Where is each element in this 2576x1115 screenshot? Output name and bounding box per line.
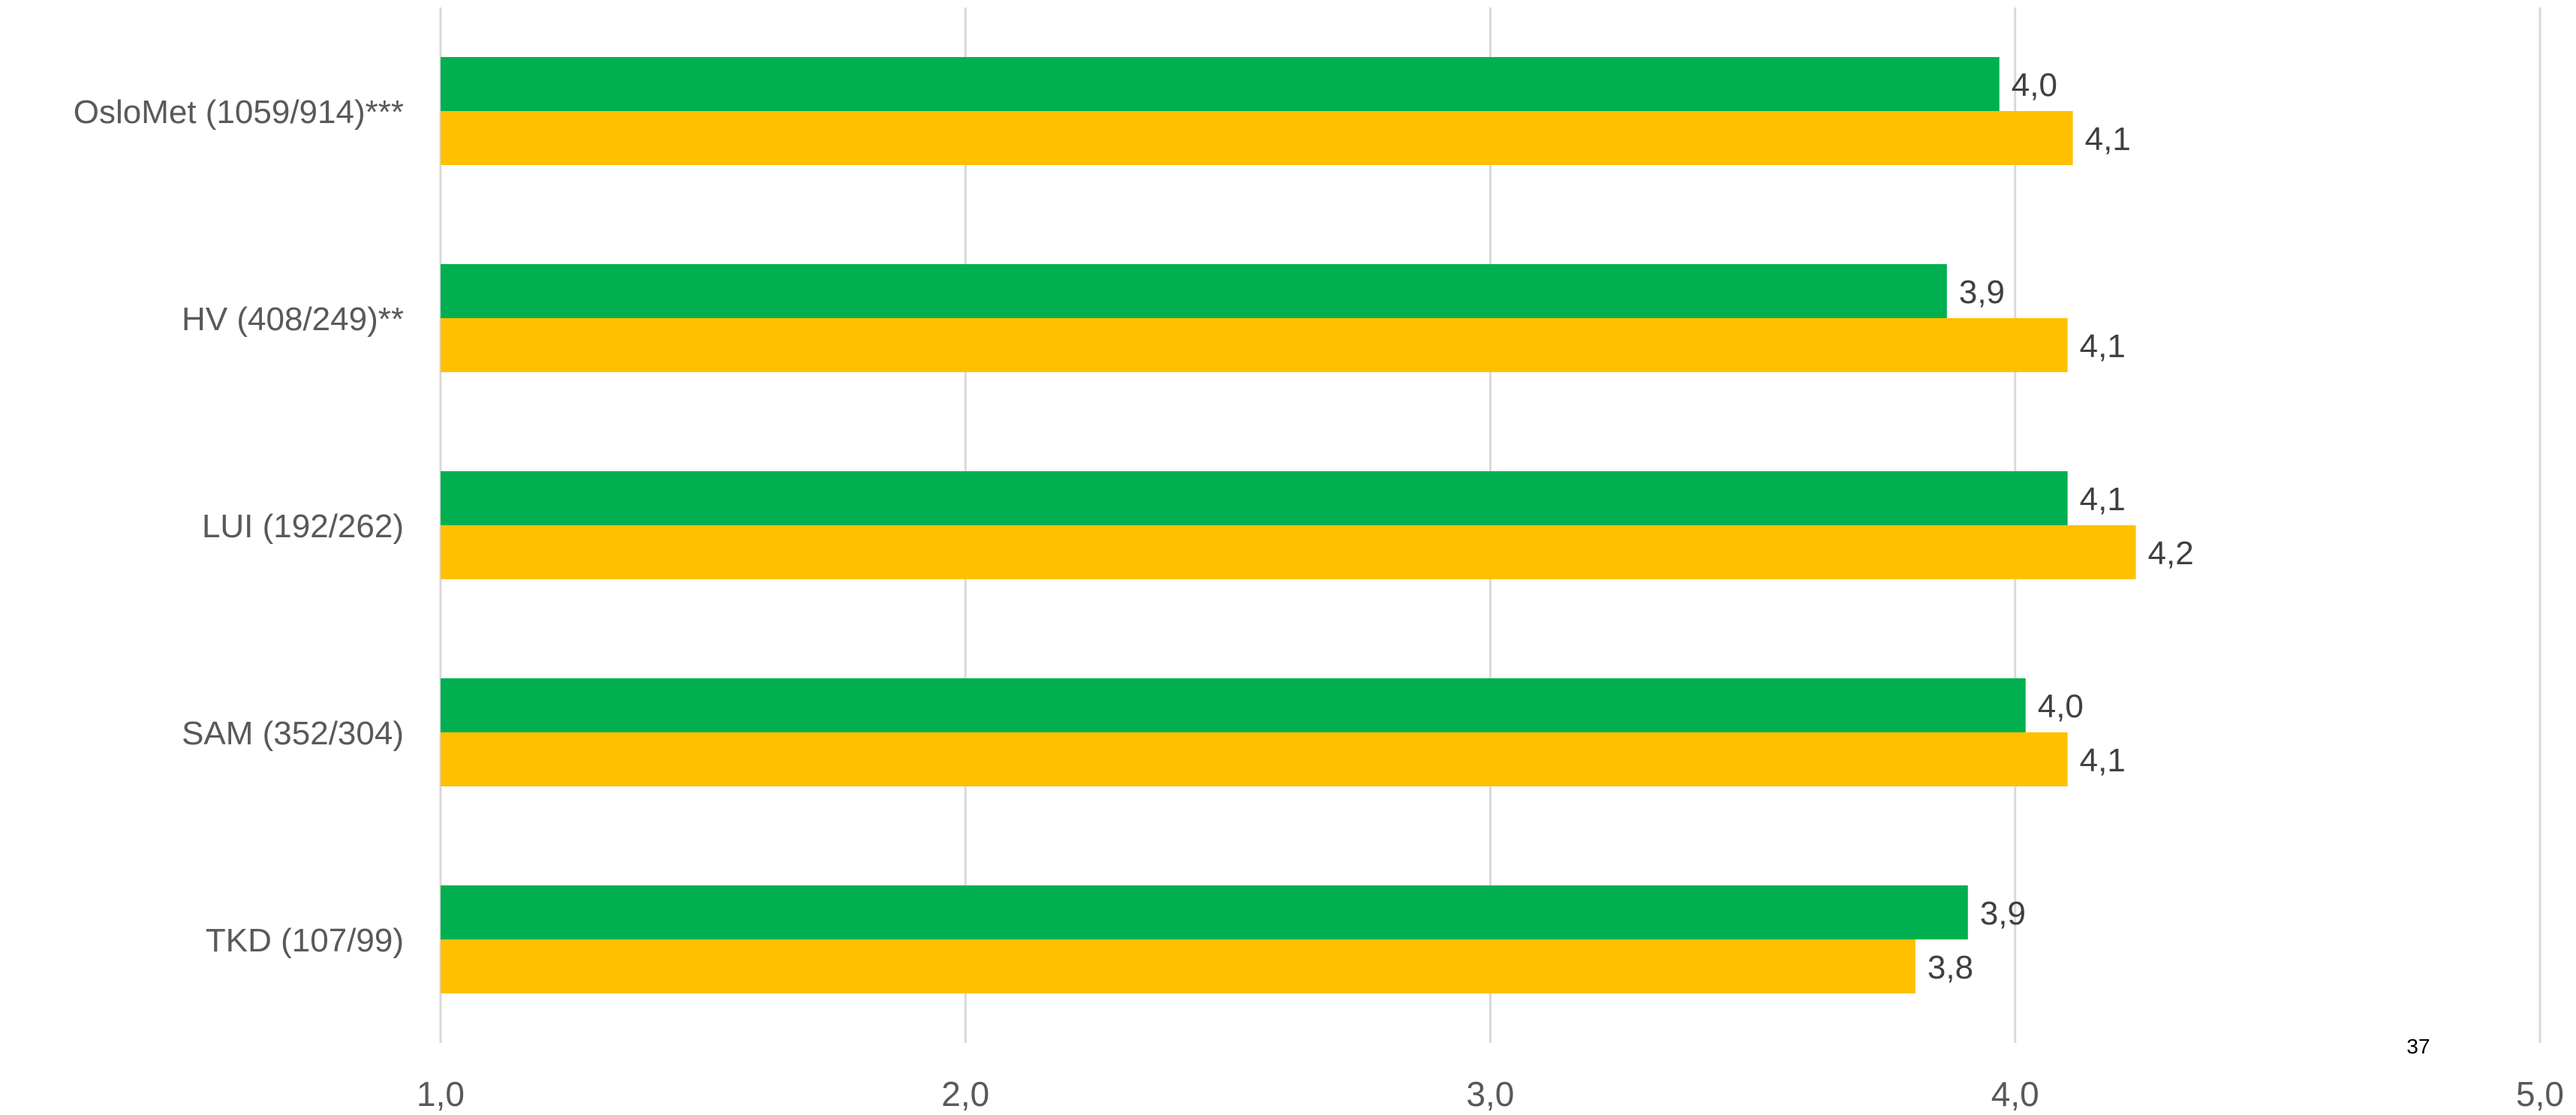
x-tick-label: 2,0 — [941, 1074, 989, 1113]
bar — [441, 885, 1968, 939]
data-label: 4,0 — [2012, 67, 2057, 104]
bar — [441, 525, 2136, 579]
category-label: LUI (192/262) — [202, 508, 404, 545]
x-tick-label: 1,0 — [417, 1074, 465, 1113]
category-labels: OsloMet (1059/914)*** HV (408/249)** LUI (… — [74, 94, 404, 959]
category-label: TKD (107/99) — [206, 922, 404, 959]
data-label: 4,1 — [2080, 328, 2126, 365]
bar — [441, 939, 1915, 993]
x-tick-label: 4,0 — [1991, 1074, 2039, 1113]
data-labels: 4,04,13,94,14,14,24,04,13,93,8 — [1927, 67, 2194, 986]
x-tick-label: 3,0 — [1467, 1074, 1515, 1113]
category-label: SAM (352/304) — [182, 715, 404, 752]
bar — [441, 111, 2073, 165]
bar — [441, 732, 2068, 786]
data-label: 4,0 — [2038, 688, 2084, 725]
data-label: 3,9 — [1980, 895, 2026, 932]
data-label: 3,9 — [1959, 274, 2005, 311]
bar — [441, 318, 2068, 372]
bar — [441, 471, 2068, 525]
data-label: 4,1 — [2080, 742, 2126, 779]
bar — [441, 678, 2026, 732]
data-label: 4,2 — [2148, 535, 2194, 572]
x-axis-tick-labels: 1,0 2,0 3,0 4,0 5,0 — [417, 1074, 2564, 1113]
x-tick-label: 5,0 — [2516, 1074, 2564, 1113]
page-number: 37 — [2406, 1035, 2430, 1058]
category-label: OsloMet (1059/914)*** — [74, 94, 404, 131]
bar — [441, 264, 1947, 318]
data-label: 3,8 — [1927, 949, 1973, 986]
bars — [441, 57, 2136, 993]
data-label: 4,1 — [2080, 481, 2126, 518]
bar — [441, 57, 2000, 111]
data-label: 4,1 — [2085, 121, 2131, 158]
category-label: HV (408/249)** — [182, 301, 404, 338]
